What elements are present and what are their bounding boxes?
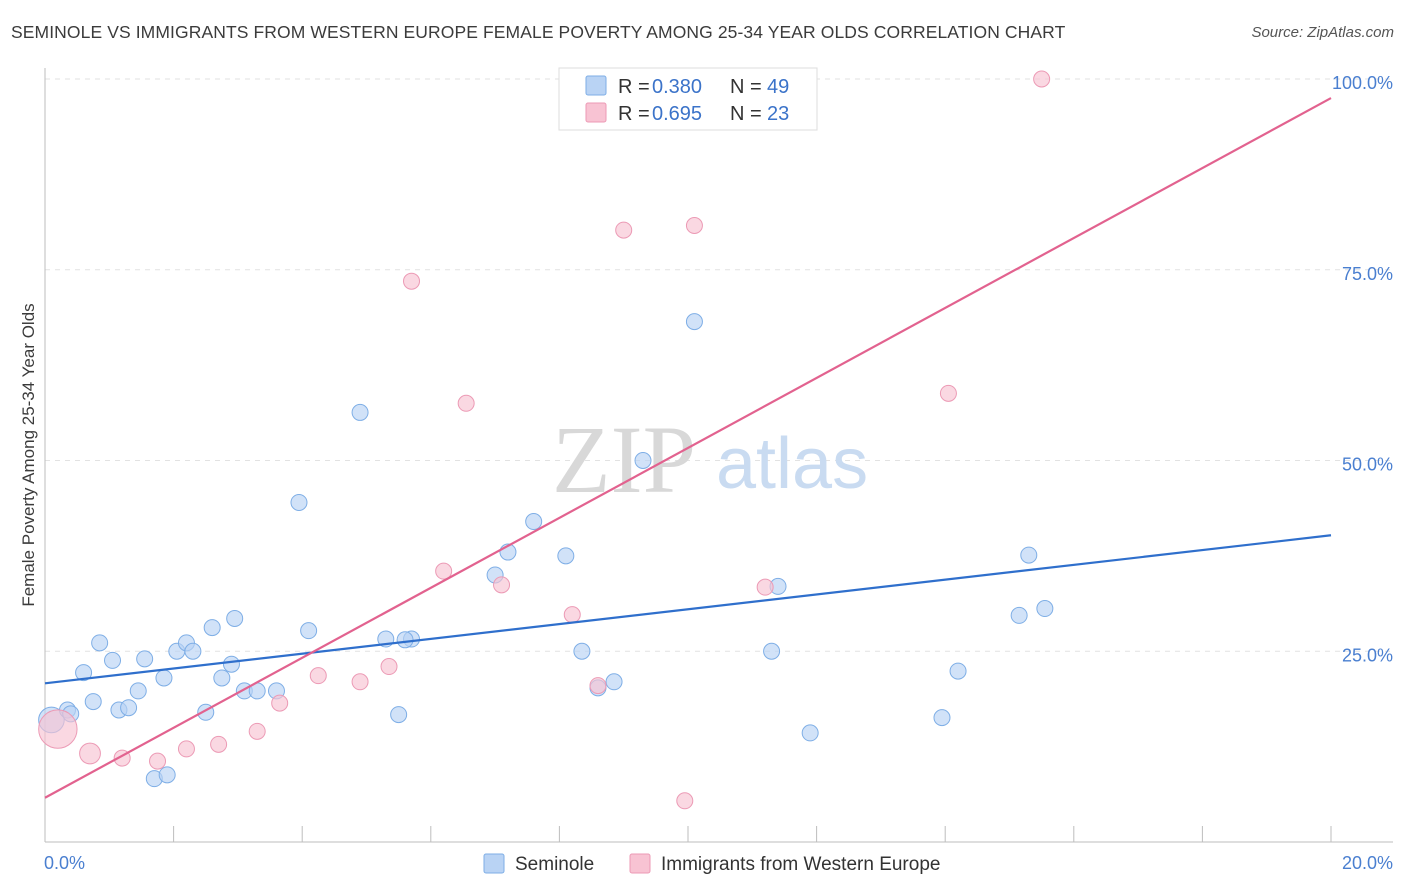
data-point-seminole (91, 634, 109, 652)
data-point-immigrants (380, 658, 398, 676)
data-point-seminole (801, 724, 819, 742)
chart-title: SEMINOLE VS IMMIGRANTS FROM WESTERN EURO… (11, 22, 1066, 42)
legend-n-value-immigrants: 23 (767, 103, 789, 125)
watermark-atlas: atlas (716, 424, 868, 504)
y-axis-title: Female Poverty Among 25-34 Year Olds (19, 303, 38, 606)
data-point-seminole (300, 622, 318, 640)
data-point-seminole (203, 619, 221, 637)
legend-r-label: R = (618, 103, 650, 125)
data-point-seminole (763, 642, 781, 660)
data-point-seminole (104, 651, 122, 669)
data-point-seminole (605, 673, 623, 691)
data-point-seminole (1010, 606, 1028, 624)
data-point-immigrants (177, 740, 195, 758)
gridlines (45, 78, 1393, 652)
legend-swatch-immigrants (585, 102, 607, 123)
y-tick-label: 75.0% (1342, 264, 1393, 284)
data-points (38, 70, 1054, 810)
trend-line-immigrants (44, 97, 1332, 799)
data-point-immigrants (1033, 70, 1051, 88)
legend-r-value-seminole: 0.380 (652, 76, 702, 98)
data-point-immigrants (248, 722, 266, 740)
data-point-seminole (525, 513, 543, 531)
data-point-seminole (84, 693, 102, 711)
legend-swatch-seminole (585, 75, 607, 96)
x-tick-label: 0.0% (44, 853, 85, 873)
data-point-immigrants (756, 578, 774, 596)
data-point-immigrants (563, 606, 581, 624)
series-legend-swatch-immigrants (629, 853, 651, 874)
data-point-seminole (184, 642, 202, 660)
data-point-seminole (129, 682, 147, 700)
data-point-seminole (1020, 546, 1038, 564)
data-point-immigrants (351, 673, 369, 691)
data-point-immigrants (493, 576, 511, 594)
data-point-immigrants (939, 384, 957, 402)
data-point-seminole (222, 655, 240, 673)
data-point-seminole (158, 766, 176, 784)
data-point-seminole (226, 609, 244, 627)
legend-r-value-immigrants: 0.695 (652, 103, 702, 125)
data-point-seminole (949, 662, 967, 680)
data-point-seminole (120, 699, 138, 717)
x-tick-label: 20.0% (1342, 853, 1393, 873)
data-point-immigrants (676, 792, 694, 810)
tick-labels: 25.0% 50.0% 75.0% 100.0% 0.0% 20.0% (44, 73, 1393, 873)
data-point-immigrants (403, 272, 421, 290)
data-point-seminole (351, 403, 369, 421)
y-tick-label: 100.0% (1332, 73, 1393, 93)
data-point-immigrants (149, 752, 167, 770)
data-point-seminole (396, 631, 414, 649)
series-legend: Seminole Immigrants from Western Europe (483, 853, 940, 875)
correlation-legend: R = 0.380 N = 49 R = 0.695 N = 23 (558, 67, 818, 131)
legend-n-value-seminole: 49 (767, 76, 789, 98)
y-tick-label: 25.0% (1342, 645, 1393, 665)
data-point-seminole (290, 493, 308, 511)
data-point-immigrants (685, 216, 703, 234)
series-legend-label-immigrants: Immigrants from Western Europe (661, 854, 940, 875)
data-point-seminole (155, 669, 173, 687)
watermark-zip: ZIP (552, 406, 696, 513)
data-point-seminole (390, 706, 408, 724)
data-point-seminole (213, 669, 231, 687)
data-point-immigrants (457, 394, 475, 412)
data-point-immigrants (615, 221, 633, 239)
data-point-seminole (634, 452, 652, 469)
legend-n-label: N = (730, 103, 762, 125)
chart-source: Source: ZipAtlas.com (1251, 24, 1394, 41)
data-point-seminole (1036, 600, 1054, 618)
data-point-immigrants (271, 694, 289, 712)
y-tick-label: 50.0% (1342, 455, 1393, 475)
data-point-immigrants (589, 677, 607, 695)
series-legend-swatch-seminole (483, 853, 505, 874)
data-point-immigrants (210, 735, 228, 753)
legend-r-label: R = (618, 76, 650, 98)
data-point-immigrants (79, 742, 101, 765)
data-point-seminole (136, 650, 154, 668)
data-point-seminole (573, 642, 591, 660)
data-point-seminole (685, 313, 703, 331)
data-point-seminole (933, 709, 951, 727)
data-point-immigrants (435, 562, 453, 580)
data-point-seminole (75, 664, 93, 682)
trend-line-seminole (44, 534, 1332, 685)
data-point-seminole (557, 547, 575, 565)
data-point-immigrants (309, 667, 327, 685)
trend-lines (44, 97, 1332, 799)
series-legend-label-seminole: Seminole (515, 854, 594, 875)
legend-n-label: N = (730, 76, 762, 98)
data-point-immigrants (38, 709, 78, 749)
